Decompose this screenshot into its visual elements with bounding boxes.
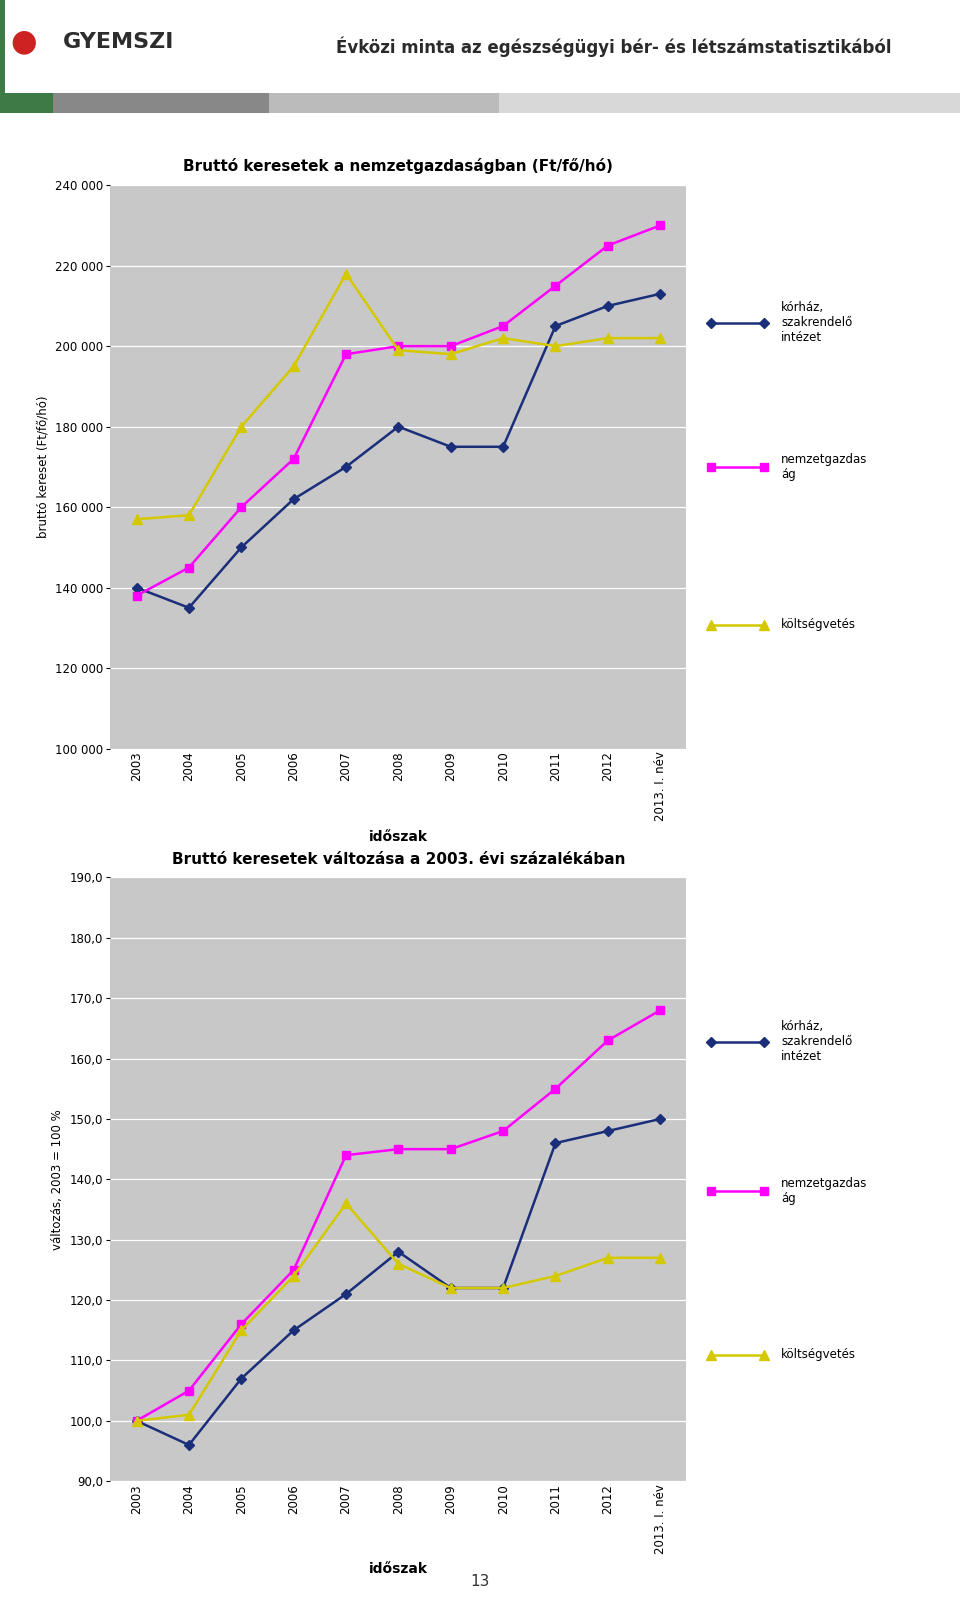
Text: nemzetgazdas
ág: nemzetgazdas ág [781,1177,868,1206]
Bar [499,93,960,113]
Text: költségvetés: költségvetés [781,1348,856,1362]
Bar [0,0,5,93]
Text: 13: 13 [470,1573,490,1589]
Y-axis label: bruttó kereset (Ft/fő/hó): bruttó kereset (Ft/fő/hó) [36,396,50,538]
Bar [53,93,269,113]
Title: Bruttó keresetek változása a 2003. évi százalékában: Bruttó keresetek változása a 2003. évi s… [172,852,625,866]
Bar [269,93,499,113]
Y-axis label: változás, 2003 = 100 %: változás, 2003 = 100 % [52,1109,64,1249]
Text: kórház,
szakrendelő
intézet: kórház, szakrendelő intézet [781,1021,852,1064]
Text: kórház,
szakrendelő
intézet: kórház, szakrendelő intézet [781,301,852,345]
Title: Bruttó keresetek a nemzetgazdaságban (Ft/fő/hó): Bruttó keresetek a nemzetgazdaságban (Ft… [183,158,613,174]
Text: ●: ● [11,27,37,56]
X-axis label: időszak: időszak [369,1562,428,1576]
Text: GYEMSZI: GYEMSZI [62,32,174,52]
Text: nemzetgazdas
ág: nemzetgazdas ág [781,452,868,481]
Text: költségvetés: költségvetés [781,618,856,631]
Bar [0,93,53,113]
Text: Évközi minta az egészségügyi bér- és létszámstatisztikából: Évközi minta az egészségügyi bér- és lét… [336,37,892,56]
X-axis label: időszak: időszak [369,829,428,844]
